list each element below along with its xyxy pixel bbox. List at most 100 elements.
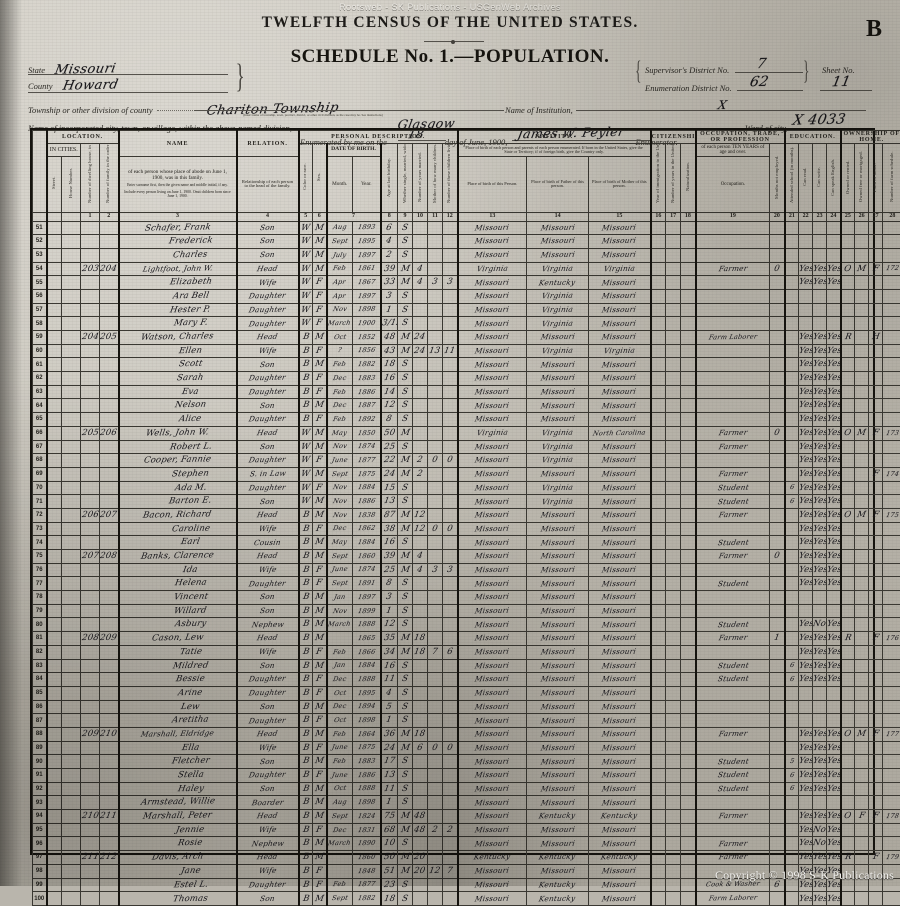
cell-marital[interactable]: S bbox=[398, 604, 413, 618]
cell-bpm[interactable]: Missouri bbox=[589, 686, 651, 700]
cell-unemp[interactable] bbox=[770, 413, 785, 427]
cell-family[interactable] bbox=[100, 413, 119, 427]
cell-family[interactable] bbox=[100, 221, 119, 235]
cell-liv[interactable]: 0 bbox=[443, 741, 458, 755]
cell-color[interactable]: B bbox=[299, 399, 313, 413]
cell-color[interactable]: W bbox=[299, 495, 313, 509]
cell-school[interactable]: 5 bbox=[785, 755, 799, 769]
cell-school[interactable] bbox=[785, 892, 799, 906]
cell-bpf[interactable]: Missouri bbox=[527, 221, 589, 235]
cell-school[interactable] bbox=[785, 796, 799, 810]
cell-unemp[interactable] bbox=[770, 495, 785, 509]
cell-age[interactable]: 3/12 bbox=[381, 317, 398, 331]
cell-own[interactable] bbox=[841, 686, 855, 700]
cell-street[interactable] bbox=[47, 577, 62, 591]
cell-liv[interactable] bbox=[443, 426, 458, 440]
cell-family[interactable] bbox=[100, 645, 119, 659]
cell-read[interactable]: Yes bbox=[799, 358, 813, 372]
cell-dwelling[interactable] bbox=[81, 782, 100, 796]
cell-occupation[interactable]: Farm Laborer bbox=[696, 331, 770, 345]
cell-citizenship[interactable] bbox=[651, 536, 666, 550]
cell-relation[interactable]: Wife bbox=[237, 741, 299, 755]
cell-unemp[interactable] bbox=[770, 851, 785, 865]
cell-liv[interactable] bbox=[443, 673, 458, 687]
cell-school[interactable] bbox=[785, 632, 799, 646]
cell-write[interactable]: Yes bbox=[813, 399, 827, 413]
cell-marital[interactable]: M bbox=[398, 331, 413, 345]
cell-sched[interactable] bbox=[883, 303, 900, 317]
cell-own[interactable] bbox=[841, 550, 855, 564]
cell-marital[interactable]: S bbox=[398, 577, 413, 591]
cell-citizenship[interactable] bbox=[666, 235, 681, 249]
cell-year[interactable]: 1898 bbox=[353, 796, 381, 810]
cell-write[interactable]: Yes bbox=[813, 385, 827, 399]
cell-name[interactable]: Schafer, Frank bbox=[119, 221, 237, 235]
cell-occupation[interactable] bbox=[696, 372, 770, 386]
cell-mort[interactable] bbox=[855, 645, 869, 659]
cell-unemp[interactable] bbox=[770, 344, 785, 358]
cell-citizenship[interactable] bbox=[666, 591, 681, 605]
cell-citizenship[interactable] bbox=[651, 632, 666, 646]
cell-marital[interactable]: M bbox=[398, 727, 413, 741]
cell-mort[interactable] bbox=[855, 344, 869, 358]
cell-age[interactable]: 48 bbox=[381, 331, 398, 345]
cell-citizenship[interactable] bbox=[651, 262, 666, 276]
cell-house[interactable] bbox=[62, 645, 81, 659]
cell-house[interactable] bbox=[62, 714, 81, 728]
cell-bpf[interactable]: Virginia bbox=[527, 454, 589, 468]
cell-dwelling[interactable] bbox=[81, 741, 100, 755]
cell-school[interactable]: 6 bbox=[785, 659, 799, 673]
cell-school[interactable] bbox=[785, 851, 799, 865]
cell-marital[interactable]: S bbox=[398, 769, 413, 783]
cell-occupation[interactable]: Student bbox=[696, 536, 770, 550]
cell-read[interactable]: Yes bbox=[799, 823, 813, 837]
cell-family[interactable] bbox=[100, 591, 119, 605]
cell-dwelling[interactable] bbox=[81, 221, 100, 235]
cell-unemp[interactable] bbox=[770, 440, 785, 454]
cell-citizenship[interactable] bbox=[666, 289, 681, 303]
cell-sched[interactable]: 175 bbox=[883, 508, 900, 522]
cell-relation[interactable]: Wife bbox=[237, 645, 299, 659]
cell-school[interactable] bbox=[785, 221, 799, 235]
cell-moth[interactable] bbox=[428, 659, 443, 673]
cell-moth[interactable] bbox=[428, 878, 443, 892]
cell-occupation[interactable]: Farmer bbox=[696, 467, 770, 481]
cell-age[interactable]: 8 bbox=[381, 577, 398, 591]
cell-liv[interactable] bbox=[443, 262, 458, 276]
cell-bp[interactable]: Kentucky bbox=[458, 851, 527, 865]
cell-sched[interactable]: 178 bbox=[883, 810, 900, 824]
cell-citizenship[interactable] bbox=[651, 317, 666, 331]
cell-citizenship[interactable] bbox=[666, 550, 681, 564]
cell-own[interactable] bbox=[841, 358, 855, 372]
cell-unemp[interactable] bbox=[770, 659, 785, 673]
cell-yrs_m[interactable]: 18 bbox=[413, 632, 428, 646]
cell-month[interactable]: Feb bbox=[327, 413, 353, 427]
cell-unemp[interactable]: 0 bbox=[770, 550, 785, 564]
cell-own[interactable]: O bbox=[841, 727, 855, 741]
cell-citizenship[interactable] bbox=[651, 331, 666, 345]
cell-citizenship[interactable] bbox=[681, 440, 696, 454]
cell-street[interactable] bbox=[47, 221, 62, 235]
cell-mort[interactable] bbox=[855, 454, 869, 468]
cell-marital[interactable]: S bbox=[398, 413, 413, 427]
cell-name[interactable]: Bacon, Richard bbox=[119, 508, 237, 522]
cell-yrs_m[interactable]: 12 bbox=[413, 508, 428, 522]
cell-yrs_m[interactable] bbox=[413, 317, 428, 331]
cell-age[interactable]: 3 bbox=[381, 289, 398, 303]
cell-moth[interactable] bbox=[428, 303, 443, 317]
cell-house[interactable] bbox=[62, 673, 81, 687]
cell-relation[interactable]: Wife bbox=[237, 864, 299, 878]
cell-year[interactable]: 1875 bbox=[353, 741, 381, 755]
cell-citizenship[interactable] bbox=[651, 413, 666, 427]
cell-dwelling[interactable] bbox=[81, 591, 100, 605]
cell-relation[interactable]: Son bbox=[237, 604, 299, 618]
cell-year[interactable]: 1886 bbox=[353, 495, 381, 509]
cell-unemp[interactable] bbox=[770, 700, 785, 714]
cell-street[interactable] bbox=[47, 289, 62, 303]
cell-relation[interactable]: Head bbox=[237, 810, 299, 824]
cell-mort[interactable] bbox=[855, 221, 869, 235]
cell-age[interactable]: 50 bbox=[381, 851, 398, 865]
